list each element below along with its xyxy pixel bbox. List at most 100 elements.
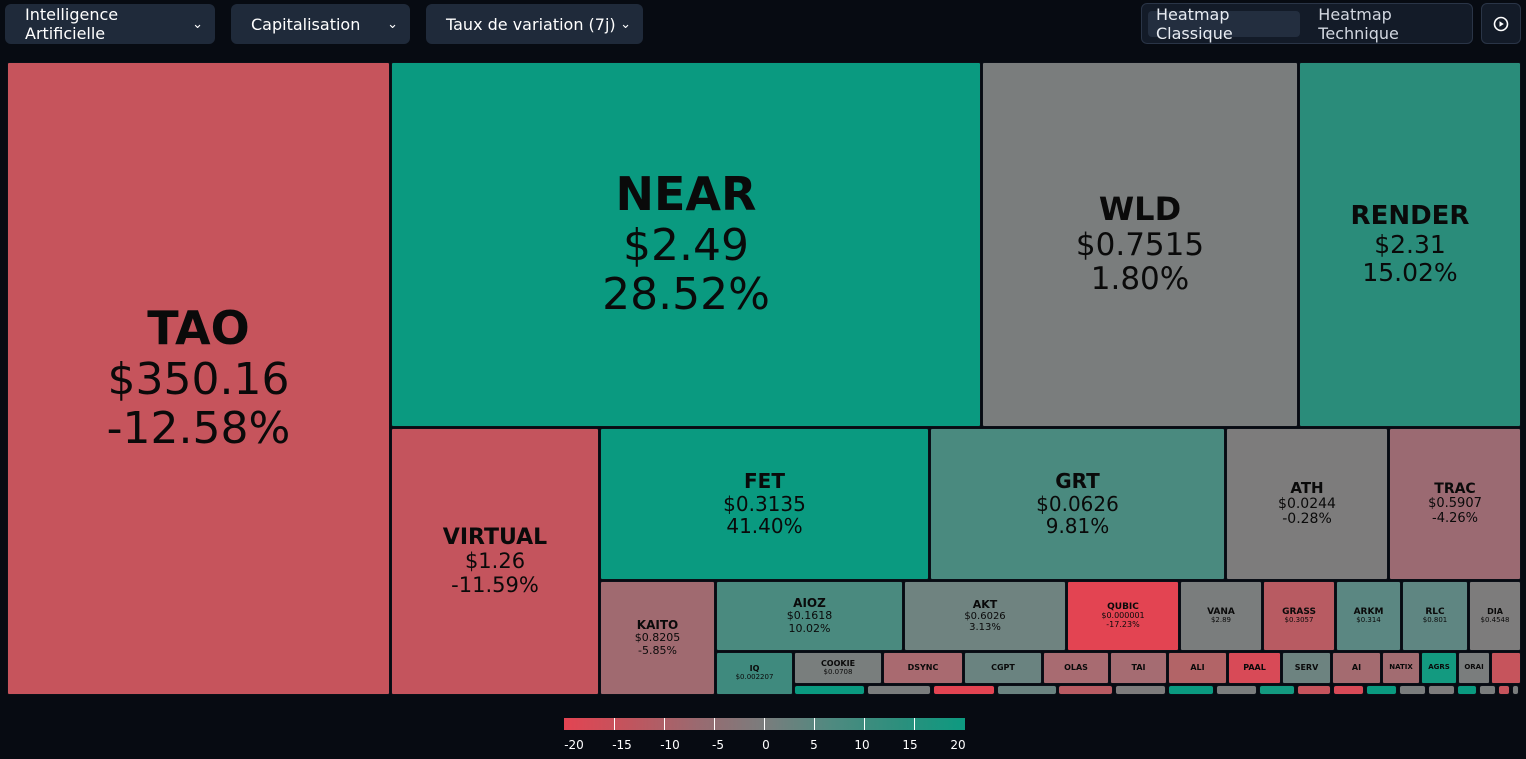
legend-tick [864, 718, 865, 730]
tile-small[interactable] [1297, 685, 1331, 695]
tile-symbol: GRASS [1282, 607, 1316, 618]
legend-tick-label: -10 [660, 738, 680, 752]
tile-cgpt[interactable]: CGPT [964, 652, 1042, 684]
size-metric-select[interactable]: Capitalisation ⌄ [231, 4, 410, 44]
tile-small[interactable] [1498, 685, 1510, 695]
tile-small[interactable] [794, 685, 865, 695]
tile-price: $0.6026 [964, 610, 1006, 622]
tile-dia[interactable]: DIA $0.4548 [1469, 581, 1521, 651]
tile-small[interactable] [997, 685, 1057, 695]
tile-symbol: VANA [1207, 607, 1235, 618]
tile-tao[interactable]: TAO $350.16 -12.58% [7, 62, 390, 695]
tile-fet[interactable]: FET $0.3135 41.40% [600, 428, 929, 580]
tile-dsync[interactable]: DSYNC [883, 652, 963, 684]
tile-aioz[interactable]: AIOZ $0.1618 10.02% [716, 581, 903, 651]
tile-change: 10.02% [788, 621, 831, 635]
tile-change: -17.23% [1106, 620, 1140, 630]
tile-wld[interactable]: WLD $0.7515 1.80% [982, 62, 1298, 427]
tile-trac[interactable]: TRAC $0.5907 -4.26% [1389, 428, 1521, 580]
tile-change: 15.02% [1362, 258, 1458, 288]
tile-arkm[interactable]: ARKM $0.314 [1336, 581, 1401, 651]
tile-small[interactable] [933, 685, 995, 695]
tile-akt[interactable]: AKT $0.6026 3.13% [904, 581, 1066, 651]
tile-small[interactable] [1259, 685, 1295, 695]
legend-tick [664, 718, 665, 730]
tile-vana[interactable]: VANA $2.89 [1180, 581, 1262, 651]
chevron-down-icon: ⌄ [387, 16, 398, 32]
tile-small[interactable] [1333, 685, 1364, 695]
tile-symbol: VIRTUAL [442, 524, 548, 550]
tile-ai[interactable]: AI [1332, 652, 1381, 684]
color-metric-select[interactable]: Taux de variation (7j) ⌄ [426, 4, 643, 44]
tile-small[interactable] [867, 685, 931, 695]
tile-symbol: OLAS [1064, 662, 1088, 672]
tile-cookie[interactable]: COOKIE $0.0708 [794, 652, 882, 684]
tile-price: $0.4548 [1480, 615, 1510, 624]
tile-near[interactable]: NEAR $2.49 28.52% [391, 62, 981, 427]
tile-agrs[interactable]: AGRS [1421, 652, 1457, 684]
legend-tick [714, 718, 715, 730]
tile-symbol: RENDER [1350, 200, 1470, 231]
tile-small[interactable] [1115, 685, 1166, 695]
tile-small[interactable] [1216, 685, 1257, 695]
play-circle-icon [1493, 16, 1509, 31]
tile-symbol: ATH [1290, 478, 1324, 497]
tile-price: $2.31 [1374, 230, 1446, 260]
tile-price: $0.801 [1422, 616, 1448, 625]
tile-symbol: PAAL [1243, 662, 1266, 672]
tile-small[interactable] [1457, 685, 1477, 695]
legend-tick-label: 0 [762, 738, 770, 752]
legend-tick [764, 718, 765, 730]
tile-price: $0.3135 [723, 491, 806, 516]
tile-qubic[interactable]: QUBIC $0.000001 -17.23% [1067, 581, 1179, 651]
tile-price: $0.002207 [735, 673, 774, 682]
tile-small[interactable] [1168, 685, 1214, 695]
tile-symbol: AI [1351, 662, 1362, 672]
tile-serv[interactable]: SERV [1282, 652, 1331, 684]
tile-kaito[interactable]: KAITO $0.8205 -5.85% [600, 581, 715, 695]
legend-tick-label: 10 [854, 738, 870, 752]
tile-small[interactable] [1366, 685, 1397, 695]
tile-paal[interactable]: PAAL [1228, 652, 1281, 684]
tile-symbol: NATIX [1389, 663, 1413, 672]
tile-small[interactable] [1058, 685, 1113, 695]
tile-change: 28.52% [602, 269, 770, 321]
tile-ali[interactable]: ALI [1168, 652, 1227, 684]
tile-iq[interactable]: IQ $0.002207 [716, 652, 793, 695]
heatmap-classic-button[interactable]: Heatmap Classique [1148, 5, 1301, 43]
tile-price: $0.8205 [634, 631, 681, 645]
tile-small[interactable] [1512, 685, 1519, 695]
tile-symbol: ORAI [1464, 663, 1484, 672]
tile-olas[interactable]: OLAS [1043, 652, 1109, 684]
color-metric-select-value: Taux de variation (7j) [446, 14, 616, 34]
tile-symbol: ALI [1190, 662, 1205, 672]
tile-grass[interactable]: GRASS $0.3057 [1263, 581, 1335, 651]
tile-price: $0.0244 [1278, 495, 1336, 512]
tile-small[interactable] [1399, 685, 1426, 695]
heatmap-technical-button[interactable]: Heatmap Technique [1318, 4, 1399, 43]
tile-symbol: AKT [972, 597, 998, 611]
tile-natix[interactable]: NATIX [1382, 652, 1420, 684]
legend-tick [814, 718, 815, 730]
tile-small[interactable] [1428, 685, 1455, 695]
tile-price: $2.49 [623, 219, 749, 271]
tile-render[interactable]: RENDER $2.31 15.02% [1299, 62, 1521, 427]
category-select[interactable]: Intelligence Artificielle ⌄ [5, 4, 215, 44]
tile-price: $0.000001 [1101, 611, 1145, 621]
play-button[interactable] [1481, 3, 1521, 44]
tile-virtual[interactable]: VIRTUAL $1.26 -11.59% [391, 428, 599, 695]
chevron-down-icon: ⌄ [620, 16, 631, 32]
tile-symbol: SERV [1294, 662, 1319, 672]
tile-ath[interactable]: ATH $0.0244 -0.28% [1226, 428, 1388, 580]
tile-price: $0.1618 [786, 609, 833, 623]
legend-tick-label: -5 [712, 738, 724, 752]
tile-price: $0.0708 [823, 667, 853, 676]
tile-symbol: QUBIC [1107, 602, 1139, 612]
tile-rlc[interactable]: RLC $0.801 [1402, 581, 1468, 651]
tile-tai[interactable]: TAI [1110, 652, 1167, 684]
tile-grt[interactable]: GRT $0.0626 9.81% [930, 428, 1225, 580]
tile-orai[interactable]: ORAI [1458, 652, 1490, 684]
legend-tick-label: -20 [564, 738, 584, 752]
tile-small[interactable] [1479, 685, 1496, 695]
tile-unlabeled[interactable] [1491, 652, 1521, 684]
